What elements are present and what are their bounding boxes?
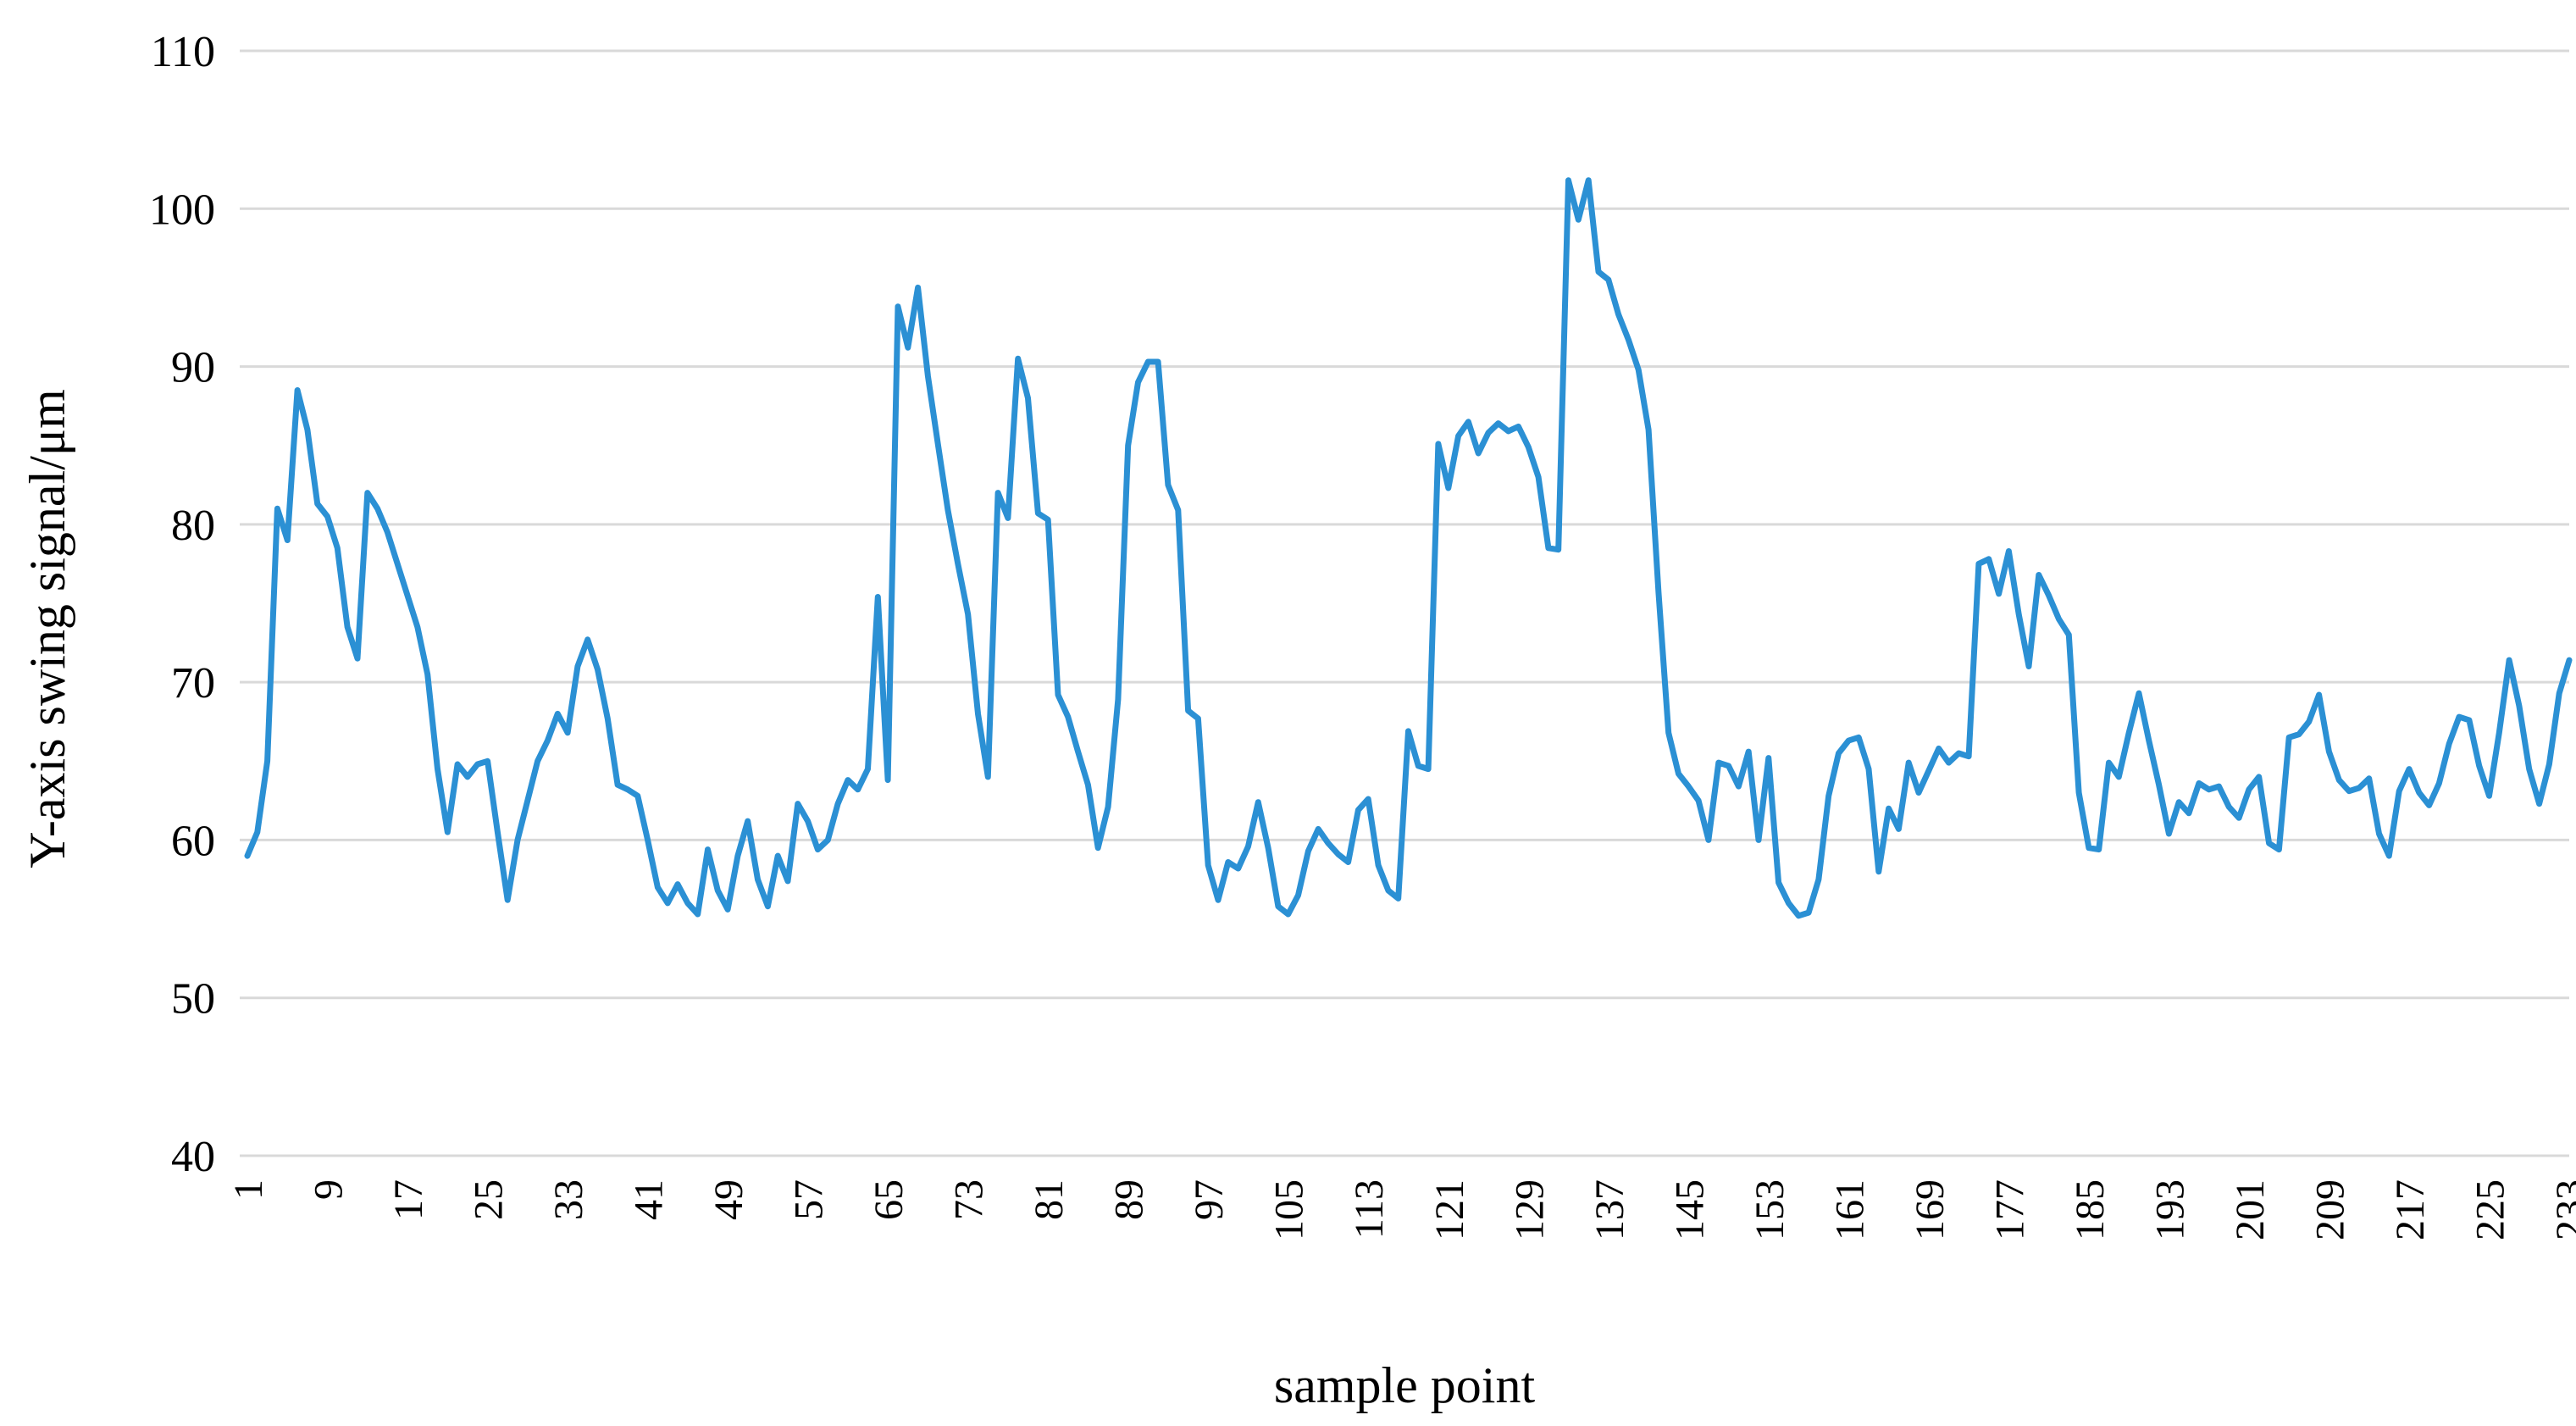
x-tick-label: 105	[1267, 1179, 1312, 1240]
x-axis-title: sample point	[1274, 1357, 1536, 1413]
x-tick-label: 25	[467, 1179, 512, 1220]
y-tick-label: 80	[171, 502, 215, 550]
x-tick-label: 193	[2147, 1179, 2192, 1240]
gridlines	[240, 49, 2569, 1157]
y-tick-label: 90	[171, 344, 215, 392]
x-axis-tick-labels: 1 9 17 25 33 41 49 57 65 73 81 89 97 105 113 121 129 137 1…	[226, 1179, 2576, 1240]
x-tick-label: 161	[1827, 1179, 1872, 1240]
x-tick-label: 233	[2548, 1179, 2576, 1240]
x-tick-label: 49	[706, 1179, 751, 1220]
x-tick-label: 153	[1748, 1179, 1792, 1240]
series-line	[244, 177, 2573, 919]
y-axis-title: Y-axis swing signal/μm	[19, 389, 75, 868]
x-tick-label: 121	[1427, 1179, 1472, 1240]
x-tick-label: 225	[2468, 1179, 2512, 1240]
x-tick-label: 97	[1187, 1179, 1232, 1220]
x-tick-label: 57	[787, 1179, 832, 1220]
x-tick-label: 73	[947, 1179, 992, 1220]
x-tick-label: 17	[386, 1179, 431, 1220]
y-tick-label: 100	[149, 186, 215, 234]
y-tick-label: 40	[171, 1133, 215, 1181]
x-tick-label: 89	[1107, 1179, 1152, 1220]
x-tick-label: 145	[1667, 1179, 1712, 1240]
x-tick-label: 81	[1027, 1179, 1072, 1220]
x-tick-label: 9	[307, 1179, 352, 1200]
x-tick-label: 65	[867, 1179, 911, 1220]
y-tick-label: 110	[151, 28, 215, 76]
x-tick-label: 33	[546, 1179, 591, 1220]
y-tick-label: 60	[171, 817, 215, 865]
x-tick-label: 169	[1908, 1179, 1953, 1240]
x-tick-label: 201	[2228, 1179, 2273, 1240]
x-tick-label: 177	[1987, 1179, 2032, 1240]
x-tick-label: 217	[2388, 1179, 2433, 1240]
x-tick-label: 1	[226, 1179, 271, 1200]
y-tick-label: 70	[171, 659, 215, 707]
y-tick-label: 50	[171, 975, 215, 1024]
x-tick-label: 209	[2307, 1179, 2352, 1240]
y-axis-tick-labels: 40 50 60 70 80 90 100 110	[149, 28, 215, 1181]
x-tick-label: 129	[1507, 1179, 1552, 1240]
x-tick-label: 185	[2068, 1179, 2113, 1240]
x-tick-label: 41	[627, 1179, 672, 1220]
x-tick-label: 137	[1587, 1179, 1632, 1240]
x-tick-label: 113	[1347, 1179, 1392, 1239]
